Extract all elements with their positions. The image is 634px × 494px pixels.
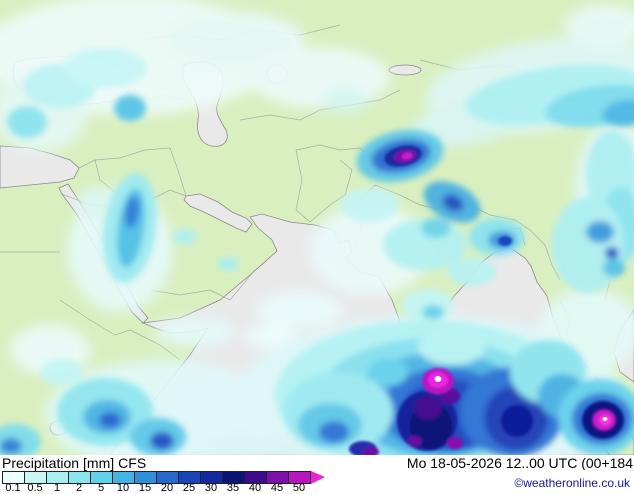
- legend-tick: 45: [270, 482, 284, 494]
- legend-colorbar: [2, 471, 325, 484]
- legend-color-cell: [135, 472, 157, 483]
- precip-blob: [602, 417, 608, 421]
- legend-unit: [mm]: [83, 455, 115, 471]
- precip-blob: [173, 229, 197, 245]
- legend-tick: 5: [97, 482, 105, 494]
- precip-blob: [319, 421, 349, 443]
- precip-blob: [586, 221, 614, 243]
- legend-color-cell: [179, 472, 201, 483]
- legend-ticks: 0.1 0.5 1 2 5 10 15 20 25 30 35 40 45 50: [2, 483, 332, 494]
- legend-tick: 0.5: [27, 482, 43, 494]
- precip-blob: [258, 292, 342, 328]
- precip-blob: [603, 259, 625, 277]
- precip-blob: [552, 197, 624, 293]
- precip-blob: [165, 12, 305, 68]
- precip-blob: [99, 412, 121, 428]
- copyright: ©weatheronline.co.uk: [514, 476, 630, 490]
- legend-color-cell: [69, 472, 91, 483]
- precip-blob: [434, 376, 442, 382]
- legend-tick: 30: [204, 482, 218, 494]
- lake-balkhash: [388, 64, 422, 76]
- precip-blob: [401, 152, 413, 160]
- legend-header-row: Precipitation [mm] CFS Mo 18-05-2026 12..0…: [2, 456, 633, 470]
- legend-tick: 25: [182, 482, 196, 494]
- legend-color-cell: [289, 472, 310, 483]
- legend-color-cell: [91, 472, 113, 483]
- legend-color-cell: [223, 472, 245, 483]
- precip-blob: [363, 447, 379, 455]
- legend-title: Precipitation [mm] CFS: [2, 456, 150, 470]
- precip-blob: [418, 329, 486, 365]
- mediterranean-sea: [0, 145, 80, 189]
- legend-color-cell: [267, 472, 289, 483]
- precip-blob: [218, 257, 238, 271]
- precip-blob: [340, 188, 400, 222]
- precip-blob: [114, 95, 146, 121]
- legend-color-cell: [3, 472, 25, 483]
- legend-color-cell: [113, 472, 135, 483]
- precip-blob: [422, 305, 444, 319]
- legend-model: CFS: [118, 455, 147, 471]
- legend-arrow: [311, 471, 325, 484]
- precip-blob: [250, 48, 390, 108]
- legend-tick: 2: [75, 482, 83, 494]
- legend-tick: 1: [53, 482, 61, 494]
- legend-colorbar-cells: [2, 471, 311, 484]
- precip-blob: [565, 5, 634, 45]
- precipitation-layer-maxima: [434, 376, 608, 421]
- precip-blob: [200, 434, 280, 455]
- legend-tick: 0.1: [5, 482, 21, 494]
- precip-blob: [447, 437, 463, 449]
- legend-bar: Precipitation [mm] CFS Mo 18-05-2026 12..0…: [0, 455, 634, 494]
- precip-blob: [408, 436, 422, 446]
- legend-title-text: Precipitation: [2, 455, 80, 471]
- legend-color-cell: [47, 472, 69, 483]
- legend-color-cell: [201, 472, 223, 483]
- precip-blob: [501, 405, 533, 437]
- precip-blob: [448, 258, 496, 286]
- precip-blob: [63, 48, 147, 88]
- precip-blob: [414, 396, 442, 420]
- precip-blob: [368, 358, 408, 386]
- legend-tick: 50: [292, 482, 306, 494]
- precip-blob: [0, 438, 22, 454]
- precip-blob: [498, 236, 512, 246]
- precip-blob: [244, 324, 296, 348]
- legend-color-cell: [25, 472, 47, 483]
- precip-blob: [150, 432, 174, 450]
- precipitation-layer-intense: [349, 145, 624, 455]
- precip-blob: [421, 218, 451, 238]
- legend-tick: 20: [160, 482, 174, 494]
- legend-color-cell: [157, 472, 179, 483]
- precip-blob: [7, 106, 47, 138]
- precip-blob: [124, 196, 140, 228]
- legend-tick: 10: [116, 482, 130, 494]
- legend-tick: 15: [138, 482, 152, 494]
- precip-blob: [155, 317, 235, 347]
- weather-map: [0, 0, 634, 455]
- legend-tick: 35: [226, 482, 240, 494]
- legend-tick: 40: [248, 482, 262, 494]
- map-svg: [0, 0, 634, 455]
- persian-gulf: [183, 193, 253, 233]
- precip-blob: [40, 359, 84, 385]
- forecast-datetime: Mo 18-05-2026 12..00 UTC (00+184: [406, 456, 633, 470]
- precip-blob: [321, 88, 369, 112]
- precip-blob: [602, 99, 634, 127]
- precip-blob: [442, 194, 464, 212]
- precip-blob: [605, 247, 619, 259]
- legend-color-cell: [245, 472, 267, 483]
